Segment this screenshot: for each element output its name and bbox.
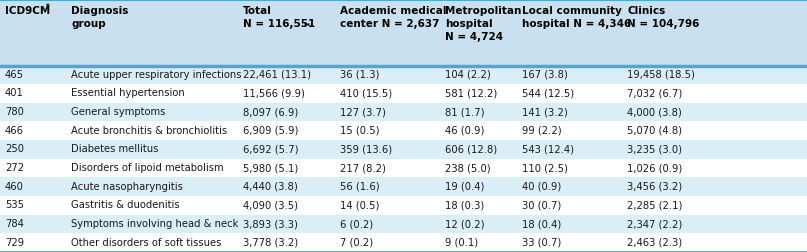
Text: 3,235 (3.0): 3,235 (3.0): [627, 144, 682, 154]
Text: 4,000 (3.8): 4,000 (3.8): [627, 107, 682, 117]
Text: 4,090 (3.5): 4,090 (3.5): [243, 200, 298, 210]
Text: 19,458 (18.5): 19,458 (18.5): [627, 70, 695, 80]
Text: Disorders of lipoid metabolism: Disorders of lipoid metabolism: [71, 163, 224, 173]
Text: 22,461 (13.1): 22,461 (13.1): [243, 70, 311, 80]
Text: 8,097 (6.9): 8,097 (6.9): [243, 107, 298, 117]
Text: Clinics
N = 104,796: Clinics N = 104,796: [627, 6, 700, 29]
Text: 1,026 (0.9): 1,026 (0.9): [627, 163, 682, 173]
Text: Acute bronchitis & bronchiolitis: Acute bronchitis & bronchiolitis: [71, 126, 227, 136]
Text: 535: 535: [5, 200, 24, 210]
Text: 15 (0.5): 15 (0.5): [340, 126, 379, 136]
Text: Diagnosis
group: Diagnosis group: [71, 6, 128, 29]
Text: 18 (0.4): 18 (0.4): [522, 219, 562, 229]
Text: Metropolitan
hospital
N = 4,724: Metropolitan hospital N = 4,724: [445, 6, 522, 42]
Text: 6 (0.2): 6 (0.2): [340, 219, 373, 229]
Text: 4,440 (3.8): 4,440 (3.8): [243, 182, 298, 192]
Text: 6,909 (5.9): 6,909 (5.9): [243, 126, 299, 136]
Text: 81 (1.7): 81 (1.7): [445, 107, 485, 117]
Text: 33 (0.7): 33 (0.7): [522, 238, 562, 248]
Bar: [0, 140, 807, 159]
Text: 7 (0.2): 7 (0.2): [340, 238, 373, 248]
Text: 784: 784: [5, 219, 23, 229]
Text: *: *: [46, 3, 50, 12]
Text: Acute upper respiratory infections: Acute upper respiratory infections: [71, 70, 241, 80]
Text: Diabetes mellitus: Diabetes mellitus: [71, 144, 158, 154]
Bar: [0, 103, 807, 121]
Bar: [0, 84, 807, 103]
Text: Total
N = 116,551: Total N = 116,551: [243, 6, 316, 29]
Text: ICD9CM: ICD9CM: [5, 6, 50, 16]
Text: 3,456 (3.2): 3,456 (3.2): [627, 182, 682, 192]
Text: 110 (2.5): 110 (2.5): [522, 163, 568, 173]
Bar: [0, 66, 807, 84]
Text: 3,778 (3.2): 3,778 (3.2): [243, 238, 298, 248]
Text: Other disorders of soft tissues: Other disorders of soft tissues: [71, 238, 221, 248]
Text: 6,692 (5.7): 6,692 (5.7): [243, 144, 299, 154]
Text: 2,347 (2.2): 2,347 (2.2): [627, 219, 682, 229]
Text: 40 (0.9): 40 (0.9): [522, 182, 562, 192]
Text: 11,566 (9.9): 11,566 (9.9): [243, 88, 305, 99]
Bar: [0, 233, 807, 252]
Text: 5,070 (4.8): 5,070 (4.8): [627, 126, 682, 136]
Text: 5,980 (5.1): 5,980 (5.1): [243, 163, 298, 173]
Text: 359 (13.6): 359 (13.6): [340, 144, 392, 154]
Text: 7,032 (6.7): 7,032 (6.7): [627, 88, 682, 99]
Text: 606 (12.8): 606 (12.8): [445, 144, 498, 154]
Text: 460: 460: [5, 182, 23, 192]
Text: 466: 466: [5, 126, 24, 136]
Text: Gastritis & duodenitis: Gastritis & duodenitis: [71, 200, 180, 210]
Text: 167 (3.8): 167 (3.8): [522, 70, 568, 80]
Text: 141 (3.2): 141 (3.2): [522, 107, 568, 117]
Text: 12 (0.2): 12 (0.2): [445, 219, 485, 229]
Text: Essential hypertension: Essential hypertension: [71, 88, 185, 99]
Text: General symptoms: General symptoms: [71, 107, 165, 117]
Text: 99 (2.2): 99 (2.2): [522, 126, 562, 136]
Bar: [0, 159, 807, 177]
Text: **: **: [304, 23, 312, 29]
Text: Local community
hospital N = 4,346: Local community hospital N = 4,346: [522, 6, 631, 29]
Text: 14 (0.5): 14 (0.5): [340, 200, 379, 210]
Text: 36 (1.3): 36 (1.3): [340, 70, 379, 80]
Text: 465: 465: [5, 70, 24, 80]
Text: 581 (12.2): 581 (12.2): [445, 88, 498, 99]
Text: 56 (1.6): 56 (1.6): [340, 182, 379, 192]
Text: 19 (0.4): 19 (0.4): [445, 182, 485, 192]
Text: Symptoms involving head & neck: Symptoms involving head & neck: [71, 219, 238, 229]
Text: 238 (5.0): 238 (5.0): [445, 163, 491, 173]
Text: Acute nasopharyngitis: Acute nasopharyngitis: [71, 182, 183, 192]
Text: 2,285 (2.1): 2,285 (2.1): [627, 200, 683, 210]
Text: 104 (2.2): 104 (2.2): [445, 70, 491, 80]
Text: 217 (8.2): 217 (8.2): [340, 163, 386, 173]
Text: 9 (0.1): 9 (0.1): [445, 238, 479, 248]
Bar: [0, 215, 807, 233]
Text: Academic medical
center N = 2,637: Academic medical center N = 2,637: [340, 6, 446, 29]
Bar: [0, 0, 807, 66]
Text: 2,463 (2.3): 2,463 (2.3): [627, 238, 682, 248]
Text: 410 (15.5): 410 (15.5): [340, 88, 392, 99]
Text: 780: 780: [5, 107, 23, 117]
Text: 729: 729: [5, 238, 24, 248]
Bar: [0, 121, 807, 140]
Bar: [0, 196, 807, 215]
Text: 30 (0.7): 30 (0.7): [522, 200, 562, 210]
Text: 46 (0.9): 46 (0.9): [445, 126, 485, 136]
Text: 543 (12.4): 543 (12.4): [522, 144, 574, 154]
Text: 18 (0.3): 18 (0.3): [445, 200, 485, 210]
Text: 3,893 (3.3): 3,893 (3.3): [243, 219, 298, 229]
Bar: [0, 177, 807, 196]
Text: 250: 250: [5, 144, 24, 154]
Text: 544 (12.5): 544 (12.5): [522, 88, 575, 99]
Text: 401: 401: [5, 88, 23, 99]
Text: 127 (3.7): 127 (3.7): [340, 107, 386, 117]
Text: 272: 272: [5, 163, 24, 173]
